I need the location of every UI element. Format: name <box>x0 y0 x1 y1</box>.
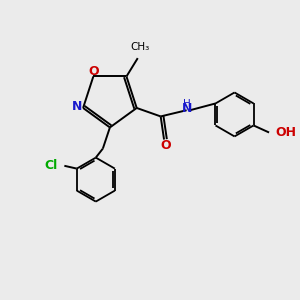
Text: N: N <box>72 100 82 113</box>
Text: O: O <box>160 139 171 152</box>
Text: CH₃: CH₃ <box>130 43 150 52</box>
Text: H: H <box>183 99 190 109</box>
Text: Cl: Cl <box>45 159 58 172</box>
Text: OH: OH <box>275 126 296 139</box>
Text: O: O <box>88 65 99 78</box>
Text: N: N <box>182 102 192 115</box>
